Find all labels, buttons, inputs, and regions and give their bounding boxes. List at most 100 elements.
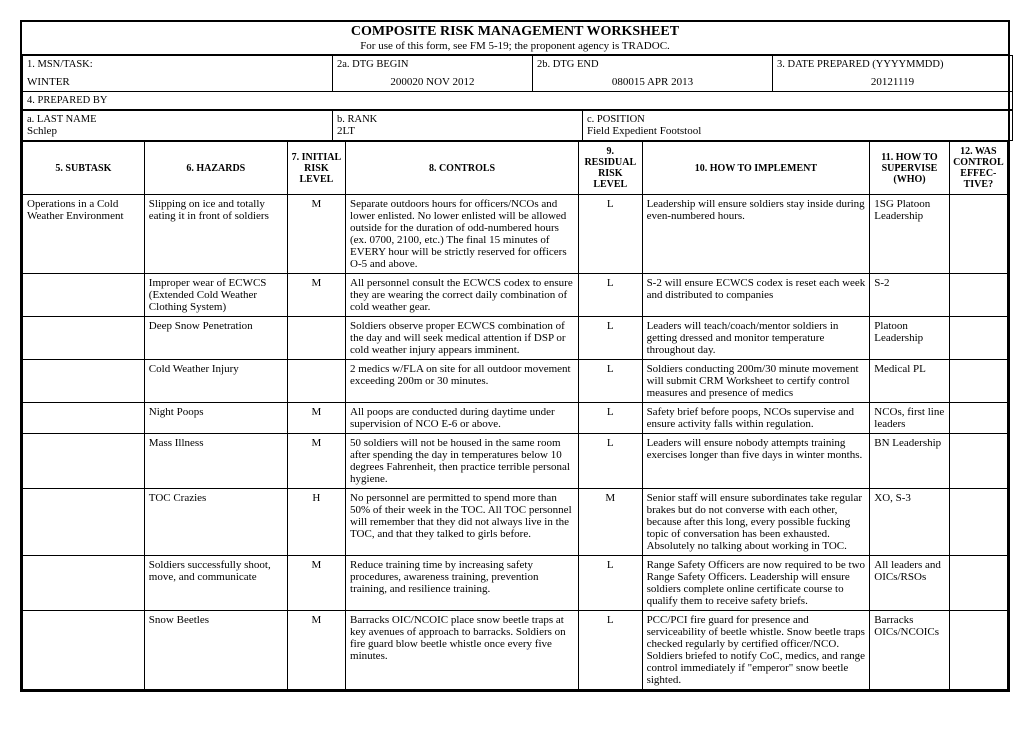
- dtg-begin-label: 2a. DTG BEGIN: [337, 59, 528, 70]
- table-row: Cold Weather Injury2 medics w/FLA on sit…: [23, 360, 1008, 403]
- table-row: Improper wear of ECWCS (Extended Cold We…: [23, 274, 1008, 317]
- controls-cell: Separate outdoors hours for officers/NCO…: [346, 195, 579, 274]
- controls-cell: All poops are conducted during daytime u…: [346, 403, 579, 434]
- col-residual-risk: 9. RESIDUAL RISK LEVEL: [579, 142, 643, 195]
- subtask-cell: [23, 434, 145, 489]
- col-controls: 8. CONTROLS: [346, 142, 579, 195]
- implement-cell: Senior staff will ensure subordinates ta…: [642, 489, 870, 556]
- position-value: Field Expedient Footstool: [587, 125, 1008, 137]
- controls-cell: Barracks OIC/NCOIC place snow beetle tra…: [346, 611, 579, 690]
- effective-cell: [949, 274, 1007, 317]
- prepared-by-label: 4. PREPARED BY: [23, 92, 1013, 110]
- supervise-cell: Medical PL: [870, 360, 949, 403]
- supervise-cell: XO, S-3: [870, 489, 949, 556]
- msn-task-cell: 1. MSN/TASK: WINTER: [23, 56, 333, 92]
- residual-risk-cell: L: [579, 403, 643, 434]
- supervise-cell: All leaders and OICs/RSOs: [870, 556, 949, 611]
- controls-cell: Soldiers observe proper ECWCS combinatio…: [346, 317, 579, 360]
- col-subtask: 5. SUBTASK: [23, 142, 145, 195]
- msn-task-label: 1. MSN/TASK:: [27, 59, 328, 70]
- initial-risk-cell: M: [287, 195, 345, 274]
- subtask-cell: [23, 274, 145, 317]
- initial-risk-cell: M: [287, 556, 345, 611]
- dtg-begin-value: 200020 NOV 2012: [337, 76, 528, 88]
- dtg-end-value: 080015 APR 2013: [537, 76, 768, 88]
- controls-cell: Reduce training time by increasing safet…: [346, 556, 579, 611]
- initial-risk-cell: M: [287, 611, 345, 690]
- effective-cell: [949, 403, 1007, 434]
- implement-cell: Soldiers conducting 200m/30 minute movem…: [642, 360, 870, 403]
- implement-cell: S-2 will ensure ECWCS codex is reset eac…: [642, 274, 870, 317]
- table-row: Deep Snow Penetration Soldiers observe pr…: [23, 317, 1008, 360]
- effective-cell: [949, 317, 1007, 360]
- implement-cell: Leaders will teach/coach/mentor soldiers…: [642, 317, 870, 360]
- last-name-cell: a. LAST NAME Schlep: [23, 111, 333, 141]
- title-main: COMPOSITE RISK MANAGEMENT WORKSHEET: [22, 24, 1008, 40]
- implement-cell: Leaders will ensure nobody attempts trai…: [642, 434, 870, 489]
- table-row: Snow BeetlesMBarracks OIC/NCOIC place sn…: [23, 611, 1008, 690]
- table-row: Operations in a Cold Weather Environment…: [23, 195, 1008, 274]
- hazard-cell: TOC Crazies: [144, 489, 287, 556]
- position-label: c. POSITION: [587, 114, 1008, 125]
- hazard-cell: Slipping on ice and totally eating it in…: [144, 195, 287, 274]
- subtask-cell: [23, 317, 145, 360]
- implement-cell: Leadership will ensure soldiers stay ins…: [642, 195, 870, 274]
- column-header-row: 5. SUBTASK 6. HAZARDS 7. INITIAL RISK LE…: [23, 142, 1008, 195]
- date-prepared-cell: 3. DATE PREPARED (YYYYMMDD) 20121119: [773, 56, 1013, 92]
- residual-risk-cell: L: [579, 360, 643, 403]
- effective-cell: [949, 195, 1007, 274]
- dtg-end-label: 2b. DTG END: [537, 59, 768, 70]
- col-hazards: 6. HAZARDS: [144, 142, 287, 195]
- initial-risk-cell: [287, 317, 345, 360]
- dtg-end-cell: 2b. DTG END 080015 APR 2013: [533, 56, 773, 92]
- residual-risk-cell: L: [579, 611, 643, 690]
- subtask-cell: [23, 360, 145, 403]
- col-implement: 10. HOW TO IMPLEMENT: [642, 142, 870, 195]
- subtask-cell: Operations in a Cold Weather Environment: [23, 195, 145, 274]
- subtask-cell: [23, 611, 145, 690]
- hazard-cell: Night Poops: [144, 403, 287, 434]
- supervise-cell: BN Leadership: [870, 434, 949, 489]
- date-prepared-label: 3. DATE PREPARED (YYYYMMDD): [777, 59, 1008, 70]
- last-name-value: Schlep: [27, 125, 328, 137]
- effective-cell: [949, 611, 1007, 690]
- risk-table: 5. SUBTASK 6. HAZARDS 7. INITIAL RISK LE…: [22, 141, 1008, 690]
- col-initial-risk: 7. INITIAL RISK LEVEL: [287, 142, 345, 195]
- col-effective: 12. WAS CONTROL EFFEC-TIVE?: [949, 142, 1007, 195]
- position-cell: c. POSITION Field Expedient Footstool: [583, 111, 1013, 141]
- implement-cell: Safety brief before poops, NCOs supervis…: [642, 403, 870, 434]
- header-table: 1. MSN/TASK: WINTER 2a. DTG BEGIN 200020…: [22, 55, 1013, 110]
- effective-cell: [949, 360, 1007, 403]
- hazard-cell: Snow Beetles: [144, 611, 287, 690]
- initial-risk-cell: M: [287, 274, 345, 317]
- msn-task-value: WINTER: [27, 76, 328, 88]
- subtask-cell: [23, 556, 145, 611]
- rank-cell: b. RANK 2LT: [333, 111, 583, 141]
- residual-risk-cell: L: [579, 274, 643, 317]
- prepared-by-table: a. LAST NAME Schlep b. RANK 2LT c. POSIT…: [22, 110, 1013, 141]
- initial-risk-cell: [287, 360, 345, 403]
- residual-risk-cell: L: [579, 434, 643, 489]
- supervise-cell: 1SG Platoon Leadership: [870, 195, 949, 274]
- implement-cell: Range Safety Officers are now required t…: [642, 556, 870, 611]
- residual-risk-cell: M: [579, 489, 643, 556]
- rank-value: 2LT: [337, 125, 578, 137]
- dtg-begin-cell: 2a. DTG BEGIN 200020 NOV 2012: [333, 56, 533, 92]
- hazard-cell: Mass Illness: [144, 434, 287, 489]
- subtask-cell: [23, 403, 145, 434]
- controls-cell: 50 soldiers will not be housed in the sa…: [346, 434, 579, 489]
- effective-cell: [949, 434, 1007, 489]
- hazard-cell: Improper wear of ECWCS (Extended Cold We…: [144, 274, 287, 317]
- controls-cell: No personnel are permitted to spend more…: [346, 489, 579, 556]
- effective-cell: [949, 489, 1007, 556]
- title-sub: For use of this form, see FM 5-19; the p…: [22, 40, 1008, 52]
- implement-cell: PCC/PCI fire guard for presence and serv…: [642, 611, 870, 690]
- hazard-cell: Deep Snow Penetration: [144, 317, 287, 360]
- controls-cell: 2 medics w/FLA on site for all outdoor m…: [346, 360, 579, 403]
- controls-cell: All personnel consult the ECWCS codex to…: [346, 274, 579, 317]
- subtask-cell: [23, 489, 145, 556]
- title-row: COMPOSITE RISK MANAGEMENT WORKSHEET For …: [22, 22, 1008, 55]
- worksheet-container: COMPOSITE RISK MANAGEMENT WORKSHEET For …: [20, 20, 1010, 692]
- hazard-cell: Soldiers successfully shoot, move, and c…: [144, 556, 287, 611]
- residual-risk-cell: L: [579, 195, 643, 274]
